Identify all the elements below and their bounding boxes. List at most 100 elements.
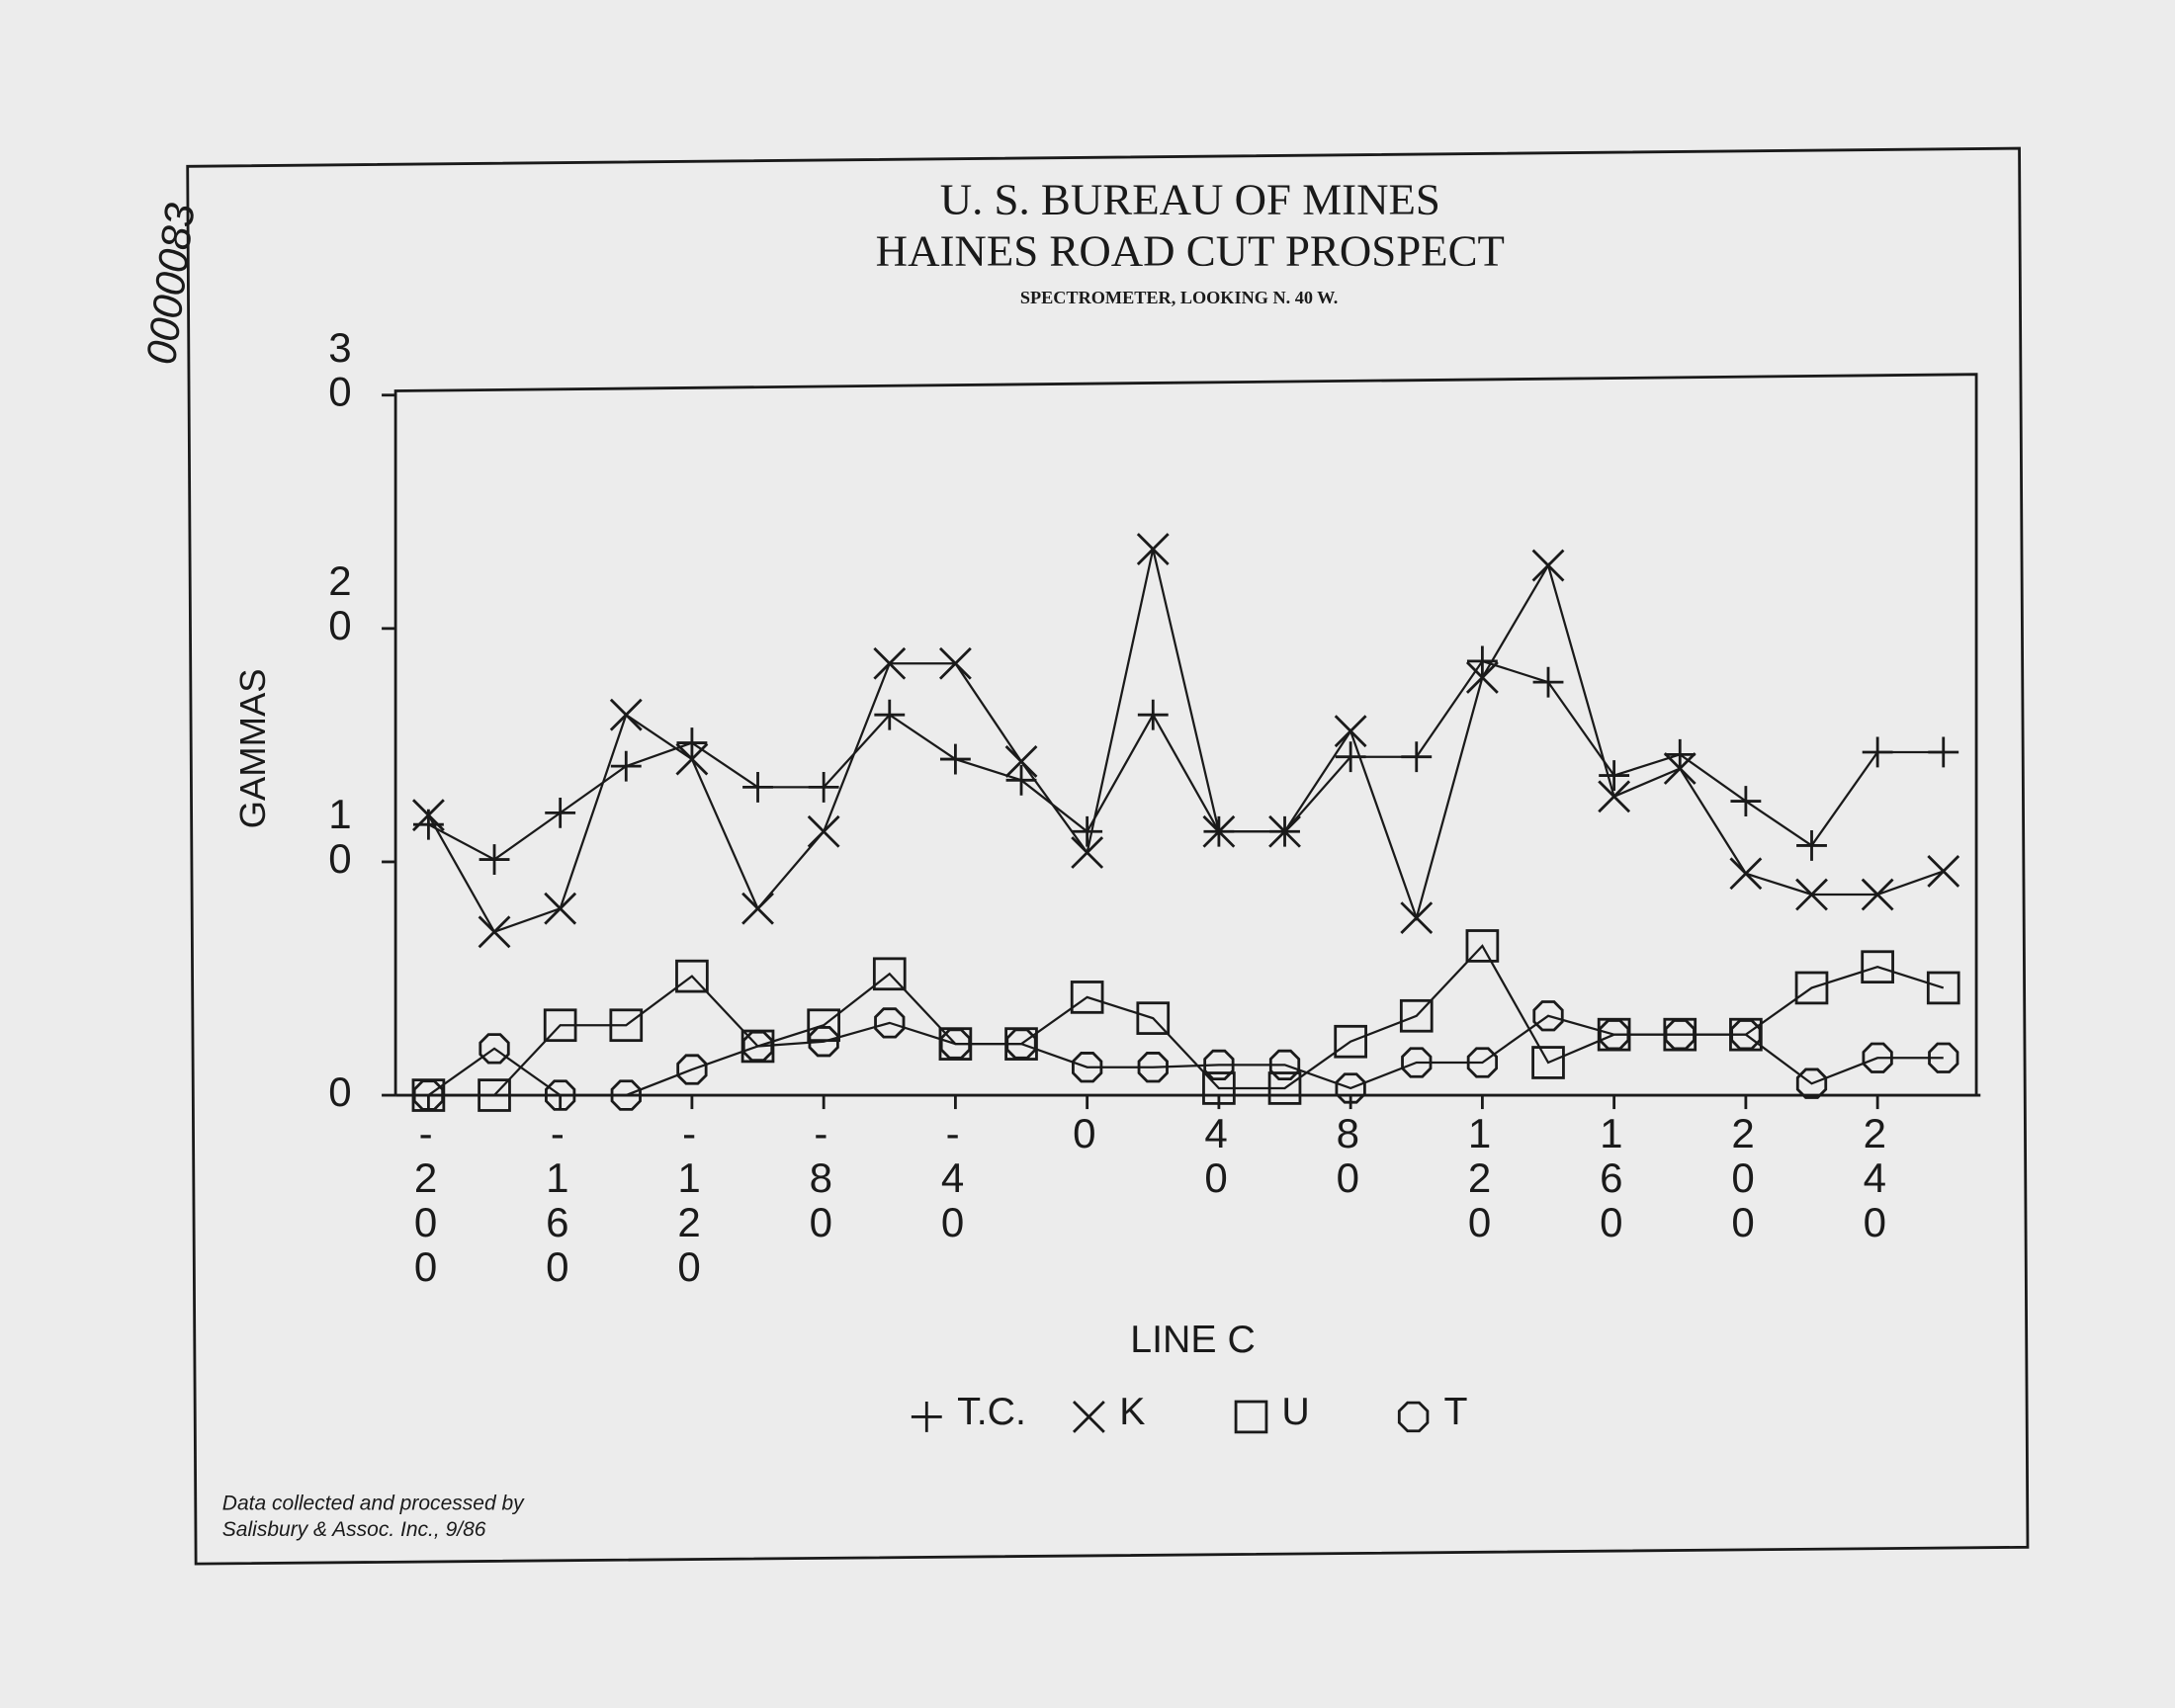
x-tick-label: -1 2 0	[677, 1110, 700, 1290]
data-point	[808, 771, 839, 803]
data-point	[1399, 998, 1434, 1033]
x-tick-label: -4 0	[941, 1110, 964, 1245]
data-point	[478, 1078, 511, 1112]
data-point	[609, 1008, 644, 1043]
data-point	[1532, 666, 1564, 698]
data-point	[1794, 971, 1829, 1005]
data-point	[1598, 1019, 1630, 1051]
data-point	[1861, 878, 1894, 911]
data-point	[1599, 760, 1630, 792]
data-point	[1005, 764, 1037, 796]
legend-marker	[1072, 1401, 1105, 1433]
legend-marker	[1397, 1401, 1430, 1433]
data-point	[545, 1079, 576, 1111]
data-point	[478, 1033, 510, 1065]
data-point	[1927, 854, 1960, 888]
chart-subtitle: HAINES ROAD CUT PROSPECT	[876, 225, 1505, 275]
data-point	[610, 750, 642, 782]
data-point	[1664, 738, 1696, 770]
footnote: Salisbury & Assoc. Inc., 9/86	[222, 1518, 486, 1541]
data-point	[741, 892, 774, 925]
data-point	[412, 1079, 445, 1111]
plot-border	[393, 373, 1978, 1096]
data-point	[1664, 1019, 1696, 1051]
data-point	[1795, 1068, 1828, 1099]
legend-label: T	[1443, 1390, 1467, 1433]
data-point	[938, 646, 972, 680]
data-point	[544, 892, 577, 925]
plot-area	[393, 373, 1981, 1097]
data-point	[1202, 814, 1236, 848]
data-point	[609, 698, 643, 731]
data-point	[1730, 786, 1762, 816]
data-point	[939, 1028, 972, 1060]
data-point	[1071, 836, 1104, 869]
data-point	[1072, 815, 1103, 847]
data-point	[1203, 1049, 1235, 1081]
data-point	[1137, 699, 1169, 730]
data-point	[1004, 745, 1038, 778]
data-point	[545, 797, 576, 828]
x-axis-label: LINE C	[1130, 1318, 1256, 1361]
data-point	[1401, 741, 1433, 773]
y-tick-label: 0	[328, 1068, 351, 1115]
data-point	[1268, 814, 1301, 848]
data-point	[1796, 829, 1827, 861]
data-point	[675, 959, 709, 993]
data-point	[873, 646, 907, 680]
data-point	[1861, 950, 1894, 984]
data-point	[742, 771, 773, 803]
data-point	[1532, 1000, 1564, 1032]
data-point	[675, 742, 709, 776]
x-tick-label: 0	[1073, 1110, 1095, 1156]
data-point	[874, 699, 906, 730]
series-line	[427, 549, 1945, 934]
data-point	[1730, 1019, 1762, 1051]
data-point	[1070, 981, 1104, 1014]
data-point	[1267, 1071, 1302, 1105]
data-point	[1926, 971, 1960, 1005]
chart-title: U. S. BUREAU OF MINES	[940, 174, 1440, 223]
data-point	[939, 743, 971, 775]
series-line	[427, 1014, 1944, 1097]
data-point	[1400, 901, 1434, 935]
data-point	[1334, 1024, 1367, 1059]
data-point	[1202, 1071, 1236, 1105]
data-point	[872, 957, 907, 991]
data-point	[676, 1054, 708, 1085]
data-point	[543, 1008, 577, 1043]
data-point	[1334, 715, 1367, 748]
data-point	[676, 727, 708, 758]
legend-label: K	[1119, 1390, 1145, 1433]
data-point	[1335, 1072, 1366, 1104]
data-point	[1401, 1047, 1433, 1078]
chart-caption: SPECTROMETER, LOOKING N. 40 W.	[1020, 288, 1338, 307]
footnote: Data collected and processed by	[222, 1492, 525, 1514]
data-point	[1531, 549, 1565, 582]
data-point	[1928, 736, 1959, 768]
data-point	[1663, 752, 1696, 785]
data-point	[1531, 1046, 1565, 1079]
data-point	[610, 1079, 642, 1111]
data-point	[478, 915, 511, 949]
data-point	[1598, 780, 1631, 813]
data-point	[1795, 878, 1828, 911]
data-point	[1729, 857, 1763, 891]
data-point	[1928, 1042, 1959, 1073]
data-point	[741, 1030, 774, 1063]
data-point	[1268, 1049, 1301, 1081]
data-point	[1465, 929, 1500, 963]
data-point	[1862, 736, 1893, 768]
legend-label: U	[1281, 1390, 1309, 1433]
data-point	[1136, 533, 1170, 565]
legend-marker	[911, 1402, 942, 1432]
data-point	[1137, 1052, 1169, 1083]
